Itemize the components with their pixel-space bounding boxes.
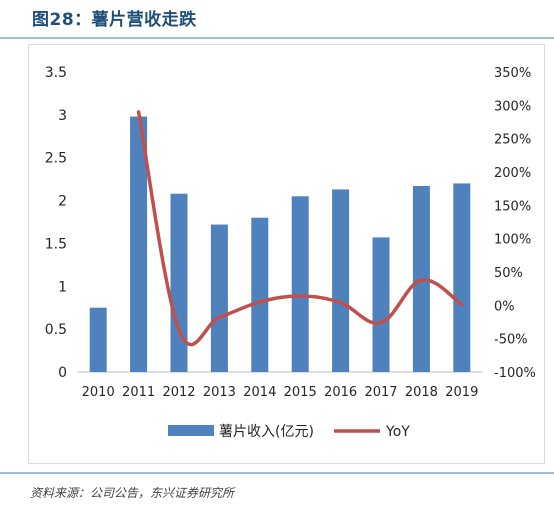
- bar: [210, 224, 228, 372]
- y-right-tick-label: -50%: [494, 333, 528, 348]
- y-left-tick-label: 3.5: [45, 65, 67, 81]
- y-right-tick-label: 350%: [494, 66, 531, 81]
- y-left-tick-label: 3: [58, 108, 67, 124]
- y-left-tick-label: 0.5: [45, 322, 67, 338]
- y-right-tick-label: -100%: [494, 366, 536, 381]
- bar: [291, 196, 309, 372]
- bar: [251, 217, 269, 372]
- y-right-tick-label: 50%: [494, 266, 523, 281]
- y-right-tick-label: 0%: [494, 299, 515, 314]
- legend-swatch-bars: [168, 425, 214, 436]
- y-right-tick-label: 300%: [494, 99, 531, 114]
- y-left-tick-label: 2: [58, 194, 67, 210]
- title-divider: [0, 37, 554, 39]
- yoy-line: [136, 110, 464, 347]
- figure-title: 图28：薯片营收走跌: [32, 10, 197, 30]
- y-left-tick-label: 1.5: [45, 236, 67, 252]
- bar: [130, 116, 148, 372]
- x-tick-label: 2018: [405, 385, 438, 400]
- y-right-tick-label: 100%: [494, 233, 531, 248]
- x-tick-label: 2011: [122, 385, 155, 400]
- x-tick-label: 2017: [364, 385, 397, 400]
- y-left-tick-label: 1: [58, 279, 67, 295]
- x-tick-label: 2010: [82, 385, 115, 400]
- bar: [170, 193, 188, 372]
- y-right-tick-label: 150%: [494, 199, 531, 214]
- footer-divider: [0, 472, 554, 474]
- x-tick-label: 2019: [445, 385, 478, 400]
- y-left-tick-label: 0: [58, 365, 67, 381]
- legend-label-yoy: YoY: [385, 424, 410, 440]
- y-right-tick-label: 200%: [494, 166, 531, 181]
- bar: [453, 183, 471, 372]
- x-tick-label: 2012: [162, 385, 195, 400]
- bar: [372, 237, 390, 372]
- x-tick-label: 2013: [203, 385, 236, 400]
- x-tick-label: 2014: [243, 385, 276, 400]
- bar: [332, 189, 350, 372]
- y-left-tick-label: 2.5: [45, 151, 67, 167]
- x-tick-label: 2016: [324, 385, 357, 400]
- source-note: 资料来源：公司公告，东兴证券研究所: [30, 486, 235, 500]
- y-right-tick-label: 250%: [494, 133, 531, 148]
- legend-label-bars: 薯片收入(亿元): [219, 424, 314, 440]
- x-tick-label: 2015: [284, 385, 317, 400]
- bar: [89, 307, 107, 372]
